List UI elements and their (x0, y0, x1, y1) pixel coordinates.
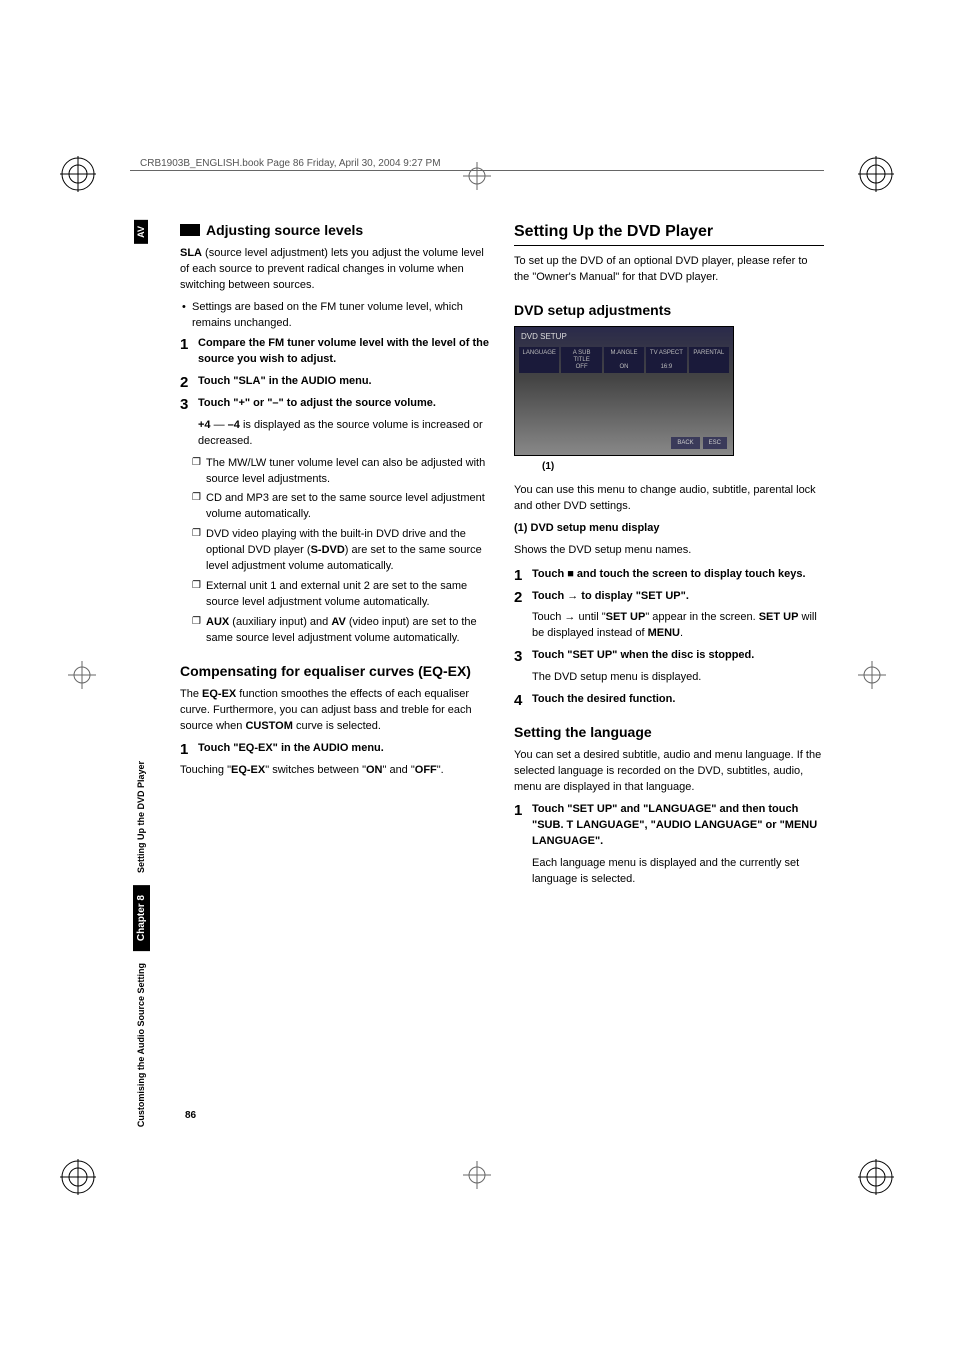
step-3-body: +4 — –4 is displayed as the source volum… (180, 418, 490, 450)
sla-bullet: Settings are based on the FM tuner volum… (180, 300, 490, 332)
tab-chapter: Chapter 8 (133, 885, 150, 951)
reg-mark-tr (858, 156, 894, 192)
tab-audio-setting: Customising the Audio Source Setting (136, 959, 146, 1131)
header-rule (130, 170, 824, 171)
dvd-tabs: LANGUAGE A SUB TITLE OFF M.ANGLE ON TV A… (519, 347, 729, 373)
dvd-esc-button: ESC (703, 437, 727, 450)
right-column: Setting Up the DVD Player To set up the … (514, 220, 824, 1131)
lang-step-1: 1Touch "SET UP" and "LANGUAGE" and then … (514, 802, 824, 850)
step-3: 3Touch "+" or "–" to adjust the source v… (180, 396, 490, 412)
note-3: DVD video playing with the built-in DVD … (180, 527, 490, 575)
heading-sla: Adjusting source levels (180, 220, 490, 240)
step-2: 2Touch "SLA" in the AUDIO menu. (180, 374, 490, 390)
dvd-buttons: BACK ESC (671, 437, 727, 450)
eqex-intro: The EQ-EX function smoothes the effects … (180, 687, 490, 735)
note-4: External unit 1 and external unit 2 are … (180, 579, 490, 611)
menu-display-body: Shows the DVD setup menu names. (514, 543, 824, 559)
header-text: CRB1903B_ENGLISH.book Page 86 Friday, Ap… (140, 158, 441, 169)
side-tabs: AV Setting Up the DVD Player Chapter 8 C… (130, 220, 152, 1131)
heading-dvd-player: Setting Up the DVD Player (514, 220, 824, 246)
crop-mark-bottom (463, 1161, 491, 1189)
heading-dvd-setup: DVD setup adjustments (514, 300, 824, 320)
dvd-tab-subtitle: A SUB TITLE OFF (561, 347, 601, 373)
r-step-2: 2Touch → to display "SET UP". (514, 589, 824, 605)
heading-language: Setting the language (514, 722, 824, 742)
note-2: CD and MP3 are set to the same source le… (180, 491, 490, 523)
r-step-1: 1Touch ■ and touch the screen to display… (514, 567, 824, 583)
dvd-title: DVD SETUP (521, 331, 567, 343)
dvd-setup-screenshot: DVD SETUP LANGUAGE A SUB TITLE OFF M.ANG… (514, 326, 734, 456)
reg-mark-tl (60, 156, 96, 192)
dvd-p2: You can use this menu to change audio, s… (514, 483, 824, 515)
tab-av: AV (134, 220, 148, 244)
dvd-tab-parental: PARENTAL (689, 347, 729, 373)
lang-intro: You can set a desired subtitle, audio an… (514, 748, 824, 796)
left-column: Adjusting source levels SLA (source leve… (180, 220, 490, 1131)
crop-mark-top (463, 162, 491, 190)
page-content: AV Setting Up the DVD Player Chapter 8 C… (130, 220, 824, 1131)
sla-intro: SLA (source level adjustment) lets you a… (180, 246, 490, 294)
tab-dvd-player: Setting Up the DVD Player (136, 757, 146, 877)
step-1: 1Compare the FM tuner volume level with … (180, 336, 490, 368)
eqex-step-1: 1Touch "EQ-EX" in the AUDIO menu. (180, 741, 490, 757)
lang-step-1-body: Each language menu is displayed and the … (514, 856, 824, 888)
eqex-step-1-body: Touching "EQ-EX" switches between "ON" a… (180, 763, 490, 779)
dvd-tab-aspect: TV ASPECT 16:9 (646, 347, 686, 373)
crop-mark-right (858, 661, 886, 689)
note-5: AUX (auxiliary input) and AV (video inpu… (180, 615, 490, 647)
dvd-back-button: BACK (671, 437, 699, 450)
dvd-intro: To set up the DVD of an optional DVD pla… (514, 254, 824, 286)
crop-mark-left (68, 661, 96, 689)
menu-display-head: (1) DVD setup menu display (514, 521, 824, 537)
r-step-3: 3Touch "SET UP" when the disc is stopped… (514, 648, 824, 664)
reg-mark-br (858, 1159, 894, 1195)
r-step-2-body: Touch → until "SET UP" appear in the scr… (514, 610, 824, 642)
heading-eqex: Compensating for equaliser curves (EQ-EX… (180, 661, 490, 681)
caption-1: (1) (542, 460, 824, 475)
r-step-4: 4Touch the desired function. (514, 692, 824, 708)
dvd-tab-mangle: M.ANGLE ON (604, 347, 644, 373)
reg-mark-bl (60, 1159, 96, 1195)
page-number: 86 (185, 1110, 196, 1121)
note-1: The MW/LW tuner volume level can also be… (180, 456, 490, 488)
dvd-tab-language: LANGUAGE (519, 347, 559, 373)
r-step-3-body: The DVD setup menu is displayed. (514, 670, 824, 686)
